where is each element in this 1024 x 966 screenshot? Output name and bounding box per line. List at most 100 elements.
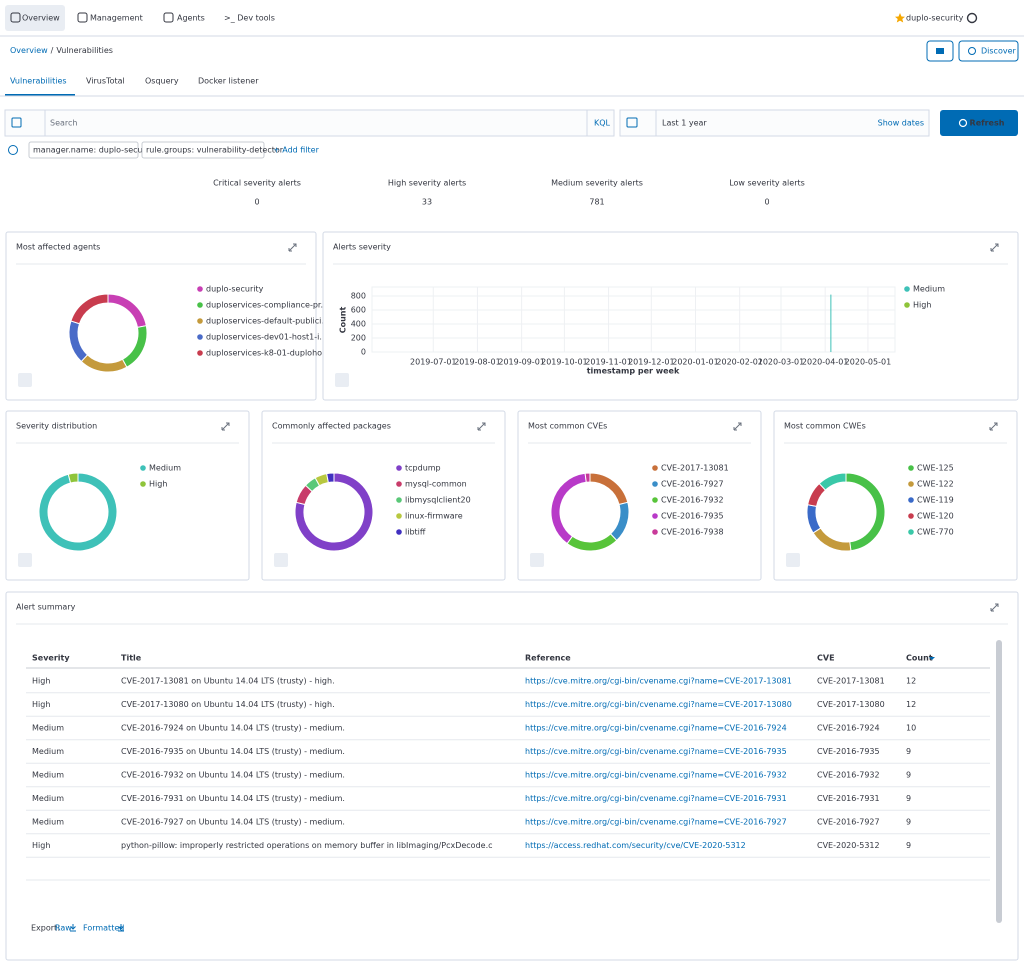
expand-icon[interactable] [477, 422, 486, 431]
legend-swatch [197, 334, 203, 340]
column-header[interactable]: Count [906, 654, 933, 663]
column-header[interactable]: Title [121, 654, 142, 663]
donut-slice[interactable] [584, 472, 591, 483]
donut-slice[interactable] [38, 472, 118, 552]
legend-label[interactable]: CWE-770 [917, 528, 954, 537]
legend-label[interactable]: CVE-2016-7927 [661, 480, 724, 489]
table-cell[interactable]: https://cve.mitre.org/cgi-bin/cvename.cg… [525, 724, 787, 733]
nav-item[interactable]: Management [90, 14, 143, 23]
settings-icon[interactable] [966, 12, 978, 24]
donut-slice[interactable] [294, 472, 374, 552]
table-cell[interactable]: https://cve.mitre.org/cgi-bin/cvename.cg… [525, 771, 787, 780]
donut-slice[interactable] [70, 293, 109, 325]
legend-label[interactable]: CWE-122 [917, 480, 954, 489]
legend-label[interactable]: tcpdump [405, 464, 441, 473]
legend-label[interactable]: CVE-2017-13081 [661, 464, 729, 473]
legend-label[interactable]: duploservices-compliance-pr... [206, 301, 328, 310]
stat-label: Low severity alerts [729, 179, 805, 188]
legend-label[interactable]: CWE-120 [917, 512, 954, 521]
donut-slice[interactable] [326, 472, 335, 484]
refresh-label[interactable]: Refresh [970, 119, 1005, 128]
table-cell: Medium [32, 771, 64, 780]
legend-label[interactable]: duploservices-k8-01-duploho... [206, 349, 330, 358]
donut-slice[interactable] [67, 472, 79, 484]
tab[interactable]: Docker listener [198, 77, 259, 86]
legend-label[interactable]: libtiff [405, 528, 426, 537]
column-header[interactable]: Severity [32, 654, 70, 663]
nav-item[interactable]: Overview [22, 14, 60, 23]
legend-toggle[interactable] [274, 553, 288, 567]
y-axis-label: Count [339, 307, 348, 334]
export-raw[interactable]: Raw [55, 924, 72, 933]
table-cell: 12 [906, 677, 916, 686]
legend-label[interactable]: Medium [149, 464, 181, 473]
legend-label[interactable]: Medium [913, 285, 945, 294]
search-bar[interactable] [4, 109, 615, 137]
stat-label: Critical severity alerts [213, 179, 301, 188]
show-dates[interactable]: Show dates [878, 119, 924, 128]
nav-icon [163, 12, 174, 23]
nav-item[interactable]: Agents [177, 14, 205, 23]
panel [322, 231, 1019, 401]
user-name[interactable]: duplo-security [906, 14, 964, 23]
tab[interactable]: VirusTotal [86, 77, 125, 86]
tab[interactable]: Vulnerabilities [10, 77, 67, 86]
legend-toggle[interactable] [786, 553, 800, 567]
table-cell: CVE-2016-7931 on Ubuntu 14.04 LTS (trust… [121, 794, 345, 803]
legend-toggle[interactable] [530, 553, 544, 567]
table-cell[interactable]: https://cve.mitre.org/cgi-bin/cvename.cg… [525, 677, 792, 686]
legend-toggle[interactable] [18, 373, 32, 387]
legend-label[interactable]: CVE-2016-7938 [661, 528, 724, 537]
legend-label[interactable]: duploservices-default-publici... [206, 317, 329, 326]
legend-swatch [396, 465, 402, 471]
legend-label[interactable]: mysql-common [405, 480, 467, 489]
legend-label[interactable]: CWE-125 [917, 464, 954, 473]
legend-label[interactable]: High [149, 480, 167, 489]
expand-icon[interactable] [990, 243, 999, 252]
nav-icon [77, 12, 88, 23]
nav-item[interactable]: >_ Dev tools [224, 14, 275, 23]
stat-value: 781 [589, 198, 604, 207]
donut-slice[interactable] [818, 472, 847, 491]
column-header[interactable]: CVE [817, 654, 835, 663]
expand-icon[interactable] [221, 422, 230, 431]
export-formatted[interactable]: Formatted [83, 924, 124, 933]
add-filter[interactable]: + Add filter [273, 146, 320, 155]
table-cell[interactable]: https://cve.mitre.org/cgi-bin/cvename.cg… [525, 794, 787, 803]
table-cell[interactable]: https://cve.mitre.org/cgi-bin/cvename.cg… [525, 747, 787, 756]
legend-label[interactable]: libmysqlclient20 [405, 496, 471, 505]
table-cell: High [32, 841, 50, 850]
legend-label[interactable]: CVE-2016-7935 [661, 512, 724, 521]
table-cell[interactable]: https://cve.mitre.org/cgi-bin/cvename.cg… [525, 818, 787, 827]
expand-icon[interactable] [288, 243, 297, 252]
table-cell: CVE-2017-13081 [817, 677, 885, 686]
legend-label[interactable]: linux-firmware [405, 512, 463, 521]
filter-pill[interactable] [28, 141, 139, 159]
table-cell: CVE-2016-7927 [817, 818, 880, 827]
breadcrumb-parent[interactable]: Overview [10, 46, 48, 55]
query-language[interactable]: KQL [594, 119, 611, 128]
legend-label[interactable]: High [913, 301, 931, 310]
expand-icon[interactable] [990, 603, 999, 612]
expand-icon[interactable] [989, 422, 998, 431]
legend-label[interactable]: duploservices-dev01-host1-i... [206, 333, 327, 342]
refresh-button[interactable] [940, 110, 1018, 136]
tab[interactable]: Osquery [145, 77, 179, 86]
table-cell: CVE-2016-7935 on Ubuntu 14.04 LTS (trust… [121, 747, 345, 756]
legend-toggle[interactable] [335, 373, 349, 387]
legend-toggle[interactable] [18, 553, 32, 567]
column-header[interactable]: Reference [525, 654, 571, 663]
table-cell: CVE-2016-7932 on Ubuntu 14.04 LTS (trust… [121, 771, 345, 780]
expand-icon[interactable] [733, 422, 742, 431]
date-picker[interactable] [619, 109, 930, 137]
x-tick-label: 2019-10-01 [541, 358, 588, 367]
discover-button[interactable] [958, 40, 1019, 62]
legend-label[interactable]: duplo-security [206, 285, 264, 294]
legend-swatch [908, 513, 914, 519]
legend-label[interactable]: CWE-119 [917, 496, 954, 505]
discover-label[interactable]: Discover [981, 47, 1017, 56]
table-cell[interactable]: https://access.redhat.com/security/cve/C… [525, 841, 746, 850]
filter-pill[interactable] [141, 141, 265, 159]
legend-label[interactable]: CVE-2016-7932 [661, 496, 724, 505]
table-cell[interactable]: https://cve.mitre.org/cgi-bin/cvename.cg… [525, 700, 792, 709]
